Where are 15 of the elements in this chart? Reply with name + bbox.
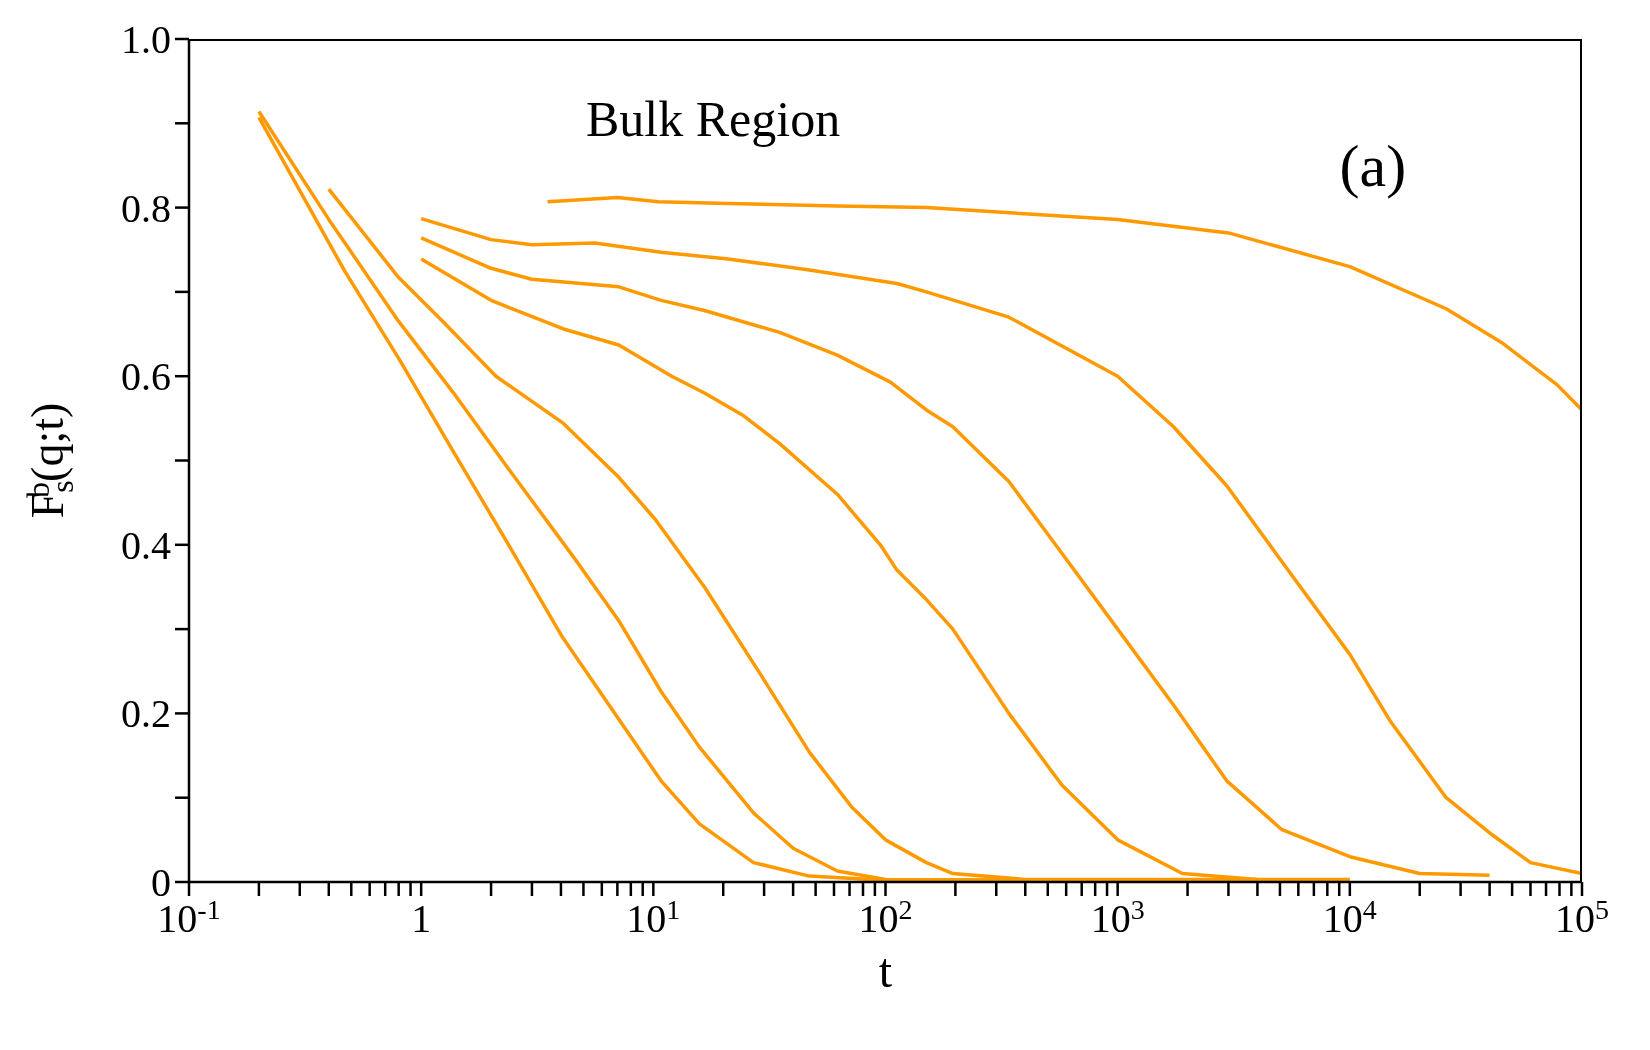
x-tick-label: 10$^{5}$ <box>1555 894 1609 941</box>
x-tick-label: 10$^{3}$ <box>1090 894 1145 941</box>
y-tick-label: 0.2 <box>121 691 171 737</box>
annotation: (a) <box>1339 132 1407 199</box>
y-tick-label: 1.0 <box>121 17 171 62</box>
x-tick-label: 1 <box>411 896 432 941</box>
x-tick-label: 10$^{2}$ <box>858 894 913 941</box>
y-tick-label: 0.8 <box>121 185 171 231</box>
y-tick-label: 0.6 <box>121 354 171 400</box>
y-tick-label: 0 <box>151 860 171 905</box>
x-axis-title: t <box>878 944 893 997</box>
y-tick-label: 0.4 <box>121 522 171 568</box>
x-tick-label: 10$^{1}$ <box>626 894 681 941</box>
annotation: Bulk Region <box>586 90 841 147</box>
x-tick-label: 10$^{4}$ <box>1322 894 1377 941</box>
